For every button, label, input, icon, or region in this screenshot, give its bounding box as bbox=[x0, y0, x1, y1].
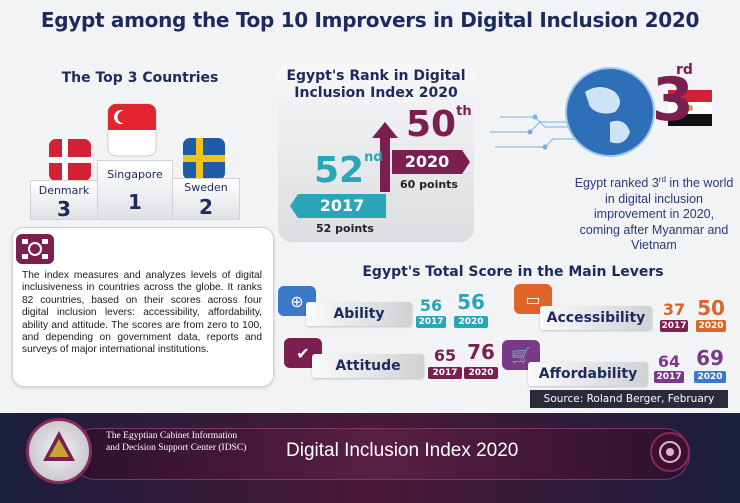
score-2020: 56 bbox=[457, 290, 485, 314]
country-rank: 2 bbox=[199, 195, 213, 219]
year-2017-tag bbox=[290, 194, 386, 218]
country-name: Singapore bbox=[107, 168, 163, 181]
score-2020: 76 bbox=[467, 340, 495, 364]
year-badge: 2017 bbox=[428, 367, 462, 379]
score-2017: 56 bbox=[419, 296, 443, 315]
lever-attitude: Attitude bbox=[312, 354, 424, 378]
score-2017: 37 bbox=[662, 300, 686, 319]
singapore-flag-icon bbox=[106, 102, 158, 158]
year-badge: 2020 bbox=[694, 371, 726, 383]
lever-ability: Ability bbox=[306, 302, 412, 326]
rank-2017: 52nd bbox=[314, 150, 383, 191]
network-icon bbox=[16, 234, 54, 264]
footer-band bbox=[70, 428, 690, 480]
country-name: Sweden bbox=[184, 181, 228, 194]
index-description: The index measures and analyzes levels o… bbox=[22, 270, 262, 356]
footer-seal-icon bbox=[650, 432, 690, 472]
year-badge: 2020 bbox=[464, 367, 498, 379]
lever-affordability: Affordability bbox=[528, 362, 648, 386]
top3-heading: The Top 3 Countries bbox=[61, 70, 219, 86]
country-name: Denmark bbox=[38, 184, 90, 197]
rank-heading: Egypt's Rank in Digital Inclusion Index … bbox=[286, 68, 466, 101]
denmark-flag-icon bbox=[48, 138, 92, 182]
score-2017: 65 bbox=[433, 346, 457, 365]
score-2020: 69 bbox=[696, 346, 724, 370]
third-rank-suffix: rd bbox=[676, 62, 693, 78]
points-2017: 52 points bbox=[316, 222, 374, 235]
year-badge: 2020 bbox=[454, 316, 488, 328]
idsc-logo bbox=[26, 418, 92, 484]
third-place-text: Egypt ranked 3rd in the world in digital… bbox=[574, 175, 734, 253]
score-2020: 50 bbox=[697, 296, 725, 320]
levers-heading: Egypt's Total Score in the Main Levers bbox=[362, 264, 664, 280]
year-badge: 2017 bbox=[416, 316, 446, 328]
podium-third bbox=[30, 180, 98, 220]
year-2020-tag bbox=[392, 150, 470, 174]
year-badge: 2017 bbox=[660, 320, 688, 332]
score-2017: 64 bbox=[657, 352, 681, 371]
footer-title: Digital Inclusion Index 2020 bbox=[286, 440, 519, 461]
year-2020-label: 2020 bbox=[404, 152, 450, 171]
country-rank: 3 bbox=[57, 197, 71, 221]
year-2017-label: 2017 bbox=[319, 196, 365, 215]
year-badge: 2017 bbox=[654, 371, 684, 383]
up-arrow-icon bbox=[372, 122, 398, 192]
info-box bbox=[12, 227, 274, 387]
sweden-flag-icon bbox=[182, 137, 226, 181]
globe-icon bbox=[490, 52, 730, 172]
source-note: Source: Roland Berger, February 2021 bbox=[530, 390, 728, 423]
page-title: Egypt among the Top 10 Improvers in Digi… bbox=[40, 8, 700, 32]
points-2020: 60 points bbox=[400, 178, 458, 191]
country-rank: 1 bbox=[128, 190, 142, 214]
third-rank-number: 3 bbox=[652, 65, 694, 135]
podium-second bbox=[172, 178, 240, 220]
rank-2020: 50th bbox=[406, 104, 472, 145]
footer-org: The Egyptian Cabinet Information and Dec… bbox=[106, 431, 247, 453]
lever-accessibility: Accessibility bbox=[540, 306, 652, 330]
year-badge: 2020 bbox=[696, 320, 726, 332]
